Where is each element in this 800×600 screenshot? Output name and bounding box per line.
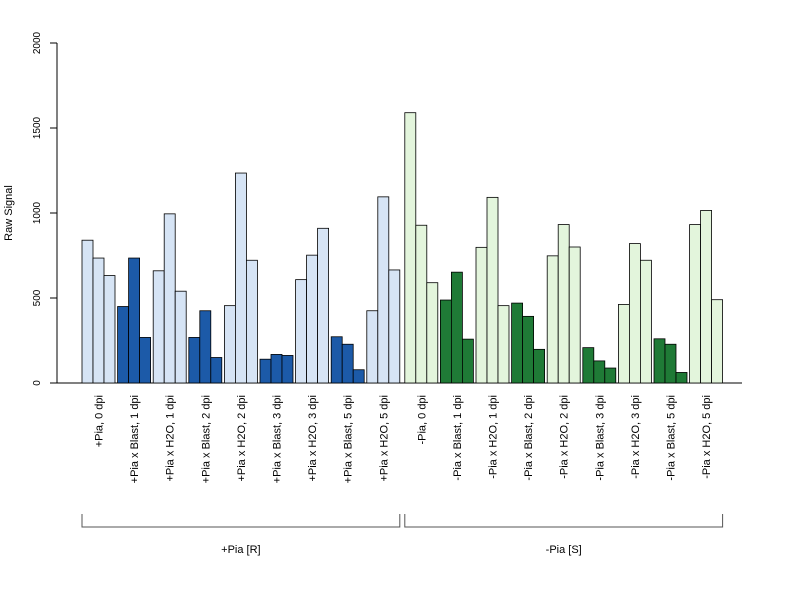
bar	[486, 196, 499, 384]
y-axis-label: Raw Signal	[3, 185, 15, 241]
bar	[199, 310, 212, 384]
category-label: -Pia x Blast, 5 dpi	[666, 395, 678, 481]
category-label: +Pia, 0 dpi	[94, 395, 106, 447]
bar	[689, 224, 701, 384]
y-tick-label: 0	[32, 380, 43, 386]
bar-series	[81, 112, 723, 384]
bar	[533, 348, 545, 384]
bar	[557, 224, 570, 384]
bar	[675, 372, 688, 384]
bar	[618, 304, 630, 384]
bar	[593, 360, 606, 384]
bar	[139, 337, 152, 384]
y-axis: 0 500 1000 1500 2000	[32, 31, 58, 386]
bar	[522, 315, 534, 384]
category-label: +Pia x H2O, 1 dpi	[165, 395, 177, 482]
bar	[711, 299, 723, 384]
category-label: +Pia x H2O, 2 dpi	[236, 395, 248, 482]
bar	[234, 172, 247, 384]
category-label: -Pia x Blast, 1 dpi	[452, 395, 464, 481]
bar	[700, 210, 712, 384]
bar	[317, 227, 330, 384]
bar	[582, 347, 595, 384]
category-label: +Pia x Blast, 1 dpi	[129, 395, 141, 483]
bar	[664, 343, 677, 384]
bar	[388, 269, 401, 384]
category-label: -Pia x H2O, 2 dpi	[559, 395, 571, 479]
y-tick-label: 1000	[32, 201, 43, 224]
bar	[377, 196, 390, 384]
bar	[103, 275, 116, 384]
bar	[450, 271, 463, 384]
bar	[404, 112, 417, 384]
bar	[330, 336, 343, 384]
bar	[568, 246, 581, 384]
group-bracket	[81, 514, 401, 528]
bar	[152, 270, 165, 384]
y-tick-label: 1500	[32, 116, 43, 139]
bar	[604, 367, 617, 384]
category-label: -Pia x H2O, 1 dpi	[488, 395, 500, 479]
bar	[281, 355, 294, 384]
bar	[117, 306, 129, 384]
bar	[629, 243, 641, 384]
bar	[415, 224, 428, 384]
group-label: -Pia [S]	[546, 544, 582, 556]
bar	[352, 369, 365, 384]
category-label: +Pia x Blast, 2 dpi	[200, 395, 212, 483]
category-label: +Pia x Blast, 5 dpi	[343, 395, 355, 483]
category-label: -Pia, 0 dpi	[416, 395, 428, 445]
category-label: +Pia x H2O, 3 dpi	[307, 395, 319, 482]
bar	[270, 354, 283, 384]
bar	[163, 213, 176, 384]
bar	[92, 257, 105, 384]
bar	[511, 302, 524, 384]
bar	[210, 357, 223, 384]
bar	[245, 259, 258, 384]
bar	[475, 246, 488, 384]
category-label: -Pia x H2O, 5 dpi	[701, 395, 713, 479]
bar	[366, 310, 379, 384]
bar	[174, 290, 187, 384]
bar	[306, 254, 319, 384]
category-label: +Pia x H2O, 5 dpi	[378, 395, 390, 482]
bar	[640, 259, 652, 384]
group-bracket	[404, 514, 724, 528]
group-label: +Pia [R]	[221, 544, 260, 556]
bar	[653, 338, 666, 384]
category-label: -Pia x Blast, 3 dpi	[594, 395, 606, 481]
bar	[546, 255, 559, 384]
bar	[439, 299, 452, 384]
bar	[81, 239, 94, 384]
group-brackets: +Pia [R] -Pia [S]	[81, 514, 724, 556]
bar	[426, 282, 439, 384]
y-tick-label: 2000	[32, 31, 43, 54]
bar	[497, 305, 510, 384]
bar	[461, 338, 474, 384]
bar	[128, 257, 141, 384]
y-tick-label: 500	[32, 289, 43, 306]
bar	[295, 279, 308, 384]
category-labels: +Pia, 0 dpi +Pia x Blast, 1 dpi +Pia x H2O…	[94, 395, 714, 483]
category-label: +Pia x Blast, 3 dpi	[272, 395, 284, 483]
bar	[341, 343, 354, 384]
bar	[188, 337, 201, 384]
bar	[259, 358, 272, 384]
bar	[223, 305, 236, 384]
category-label: -Pia x H2O, 3 dpi	[630, 395, 642, 479]
category-label: -Pia x Blast, 2 dpi	[523, 395, 535, 481]
